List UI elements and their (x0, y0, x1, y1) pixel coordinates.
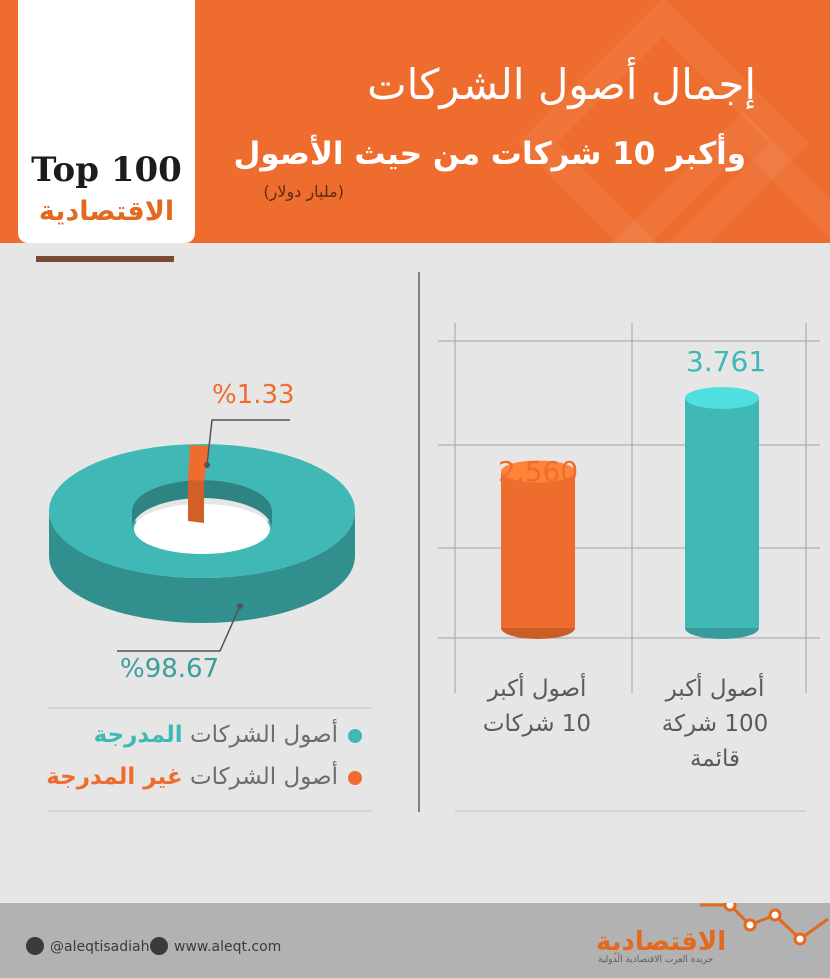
donut-side (49, 511, 355, 623)
donut-inner-wall (132, 480, 272, 529)
donut-label-listed: %98.67 (120, 654, 220, 684)
bar-category-top10: أصول أكبر 10 شركات (462, 672, 612, 742)
bar-body (685, 398, 759, 628)
brand-tagline: جريدة العرب الاقتصادية الدولية (598, 955, 714, 965)
brand-logo: الاقتصادية (596, 927, 727, 957)
legend-swatch-orange (348, 770, 362, 785)
category-line: قائمة (689, 746, 741, 772)
donut-slice-unlisted (188, 445, 210, 481)
leader-dot (204, 462, 210, 468)
legend-item-listed: أصول الشركات المدرجة (94, 722, 362, 748)
badge-title: Top 100 (31, 150, 182, 190)
category-line: 100 شركة (661, 711, 769, 737)
legend-item-unlisted: أصول الشركات غير المدرجة (46, 764, 362, 790)
charts-canvas (48, 323, 820, 812)
legend-bold: المدرجة (93, 722, 183, 748)
panel-divider (418, 272, 420, 812)
donut-slice-listed (49, 444, 355, 578)
category-line: 10 شركات (482, 711, 592, 737)
donut-label-unlisted: %1.33 (212, 380, 295, 410)
bar-0 (685, 387, 759, 639)
badge-underline (36, 256, 174, 262)
donut-hole (134, 504, 270, 554)
bar-category-top100: أصول أكبر 100 شركة قائمة (640, 672, 790, 777)
leader-line-unlisted (206, 419, 290, 466)
bar-value-top10: 2.560 (498, 455, 579, 488)
page-subtitle: وأكبر 10 شركات من حيث الأصول (233, 136, 746, 172)
unit-label: (مليار دولار) (263, 182, 344, 201)
legend-swatch-teal (348, 728, 362, 743)
twitter-handle[interactable]: @aleqtisadiah (50, 939, 150, 955)
legend-bold: غير المدرجة (46, 764, 183, 790)
legend-text: أصول الشركات (182, 722, 338, 748)
footer: @aleqtisadiah www.aleqt.com الاقتصادية ج… (0, 903, 830, 978)
legend-text: أصول الشركات (182, 764, 338, 790)
category-line: أصول أكبر (665, 676, 765, 702)
top100-badge: Top 100 الاقتصادية (18, 0, 195, 243)
website-link[interactable]: www.aleqt.com (174, 939, 282, 955)
bar-1 (501, 460, 575, 639)
bar-top (501, 460, 575, 483)
page-title: إجمال أصول الشركات (367, 60, 756, 109)
twitter-icon (26, 937, 44, 955)
web-icon (150, 937, 168, 955)
trend-line-icon (700, 903, 829, 946)
badge-brand: الاقتصادية (38, 196, 175, 227)
donut-slice-unlisted-side (188, 480, 204, 523)
bar-value-top100: 3.761 (686, 345, 767, 378)
category-line: أصول أكبر (487, 676, 587, 702)
bar-top (685, 387, 759, 409)
bar-body (501, 471, 575, 628)
leader-line-listed (117, 605, 241, 652)
leader-dot (237, 603, 243, 609)
